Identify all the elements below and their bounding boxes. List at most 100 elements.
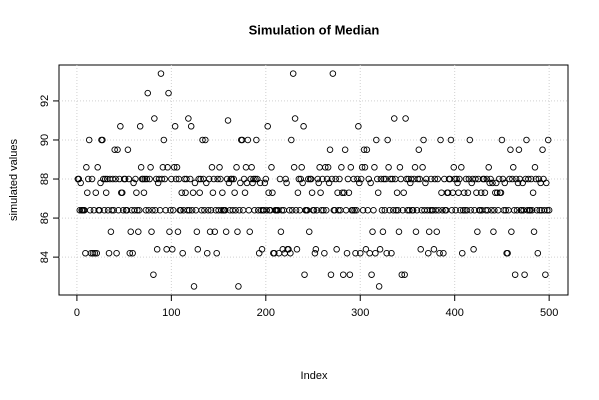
point [345,189,353,196]
point [210,175,218,183]
y-tick-label: 88 [39,173,51,185]
point [368,271,375,278]
point [290,164,298,171]
point [252,175,259,183]
point [527,207,534,214]
point [308,189,316,196]
point [511,271,519,278]
point [271,249,278,257]
point [133,189,140,196]
plot-frame [58,64,569,296]
point [353,207,360,214]
point [533,207,541,214]
point [221,207,229,214]
point [124,146,132,153]
point [444,189,452,196]
x-tick-label: 100 [162,307,180,319]
y-tick-label: 92 [39,95,51,107]
point [320,207,327,214]
point [350,175,357,183]
point [387,175,394,183]
point [121,175,129,183]
point [312,246,320,253]
point [314,175,322,183]
point [523,136,530,144]
point [319,175,326,183]
point [186,175,194,183]
point [430,246,438,253]
point [207,207,215,214]
point [160,136,168,144]
point [406,207,413,214]
point [179,249,186,257]
point [339,189,346,196]
point [365,175,373,183]
point [96,207,103,214]
point [113,249,120,257]
point [432,207,440,214]
point [340,189,348,196]
point [423,175,430,183]
point [347,164,355,171]
point [217,175,224,183]
point [535,175,543,183]
point [150,271,157,278]
point [310,207,318,214]
point [204,207,212,214]
point [75,175,83,183]
point [384,136,391,144]
point [355,123,362,130]
point [332,175,339,183]
point [419,164,426,171]
point [447,136,455,144]
point [438,189,445,196]
point [458,164,465,171]
point [83,164,90,171]
point [135,207,143,214]
point [89,249,97,257]
point [357,249,364,257]
point [322,164,329,171]
point [196,189,203,196]
point [543,179,550,187]
point [514,179,522,187]
point [373,136,380,144]
point [101,207,108,214]
point [360,146,368,153]
point [323,207,330,214]
point [542,271,549,278]
point [395,228,403,235]
point [490,228,497,235]
point [145,207,152,214]
y-axis-label: simulated values [8,139,20,221]
point [178,189,185,196]
point [125,175,133,183]
point [363,146,371,153]
point [390,207,397,214]
point [105,249,113,257]
point [371,164,378,171]
point [462,175,470,183]
point [198,207,205,214]
point [362,246,370,253]
point [402,115,409,122]
point [247,175,254,183]
point [170,164,178,171]
point [190,283,198,290]
point [197,175,204,183]
point [356,179,363,187]
point [161,175,168,183]
point [182,189,189,196]
point [335,207,342,214]
point [346,271,354,278]
point [539,146,546,153]
point [305,175,312,183]
point [381,207,389,214]
point [92,189,100,196]
point [231,189,238,196]
point [379,228,387,235]
point [510,207,518,214]
point [361,164,369,171]
point [500,207,508,214]
point [378,207,386,214]
